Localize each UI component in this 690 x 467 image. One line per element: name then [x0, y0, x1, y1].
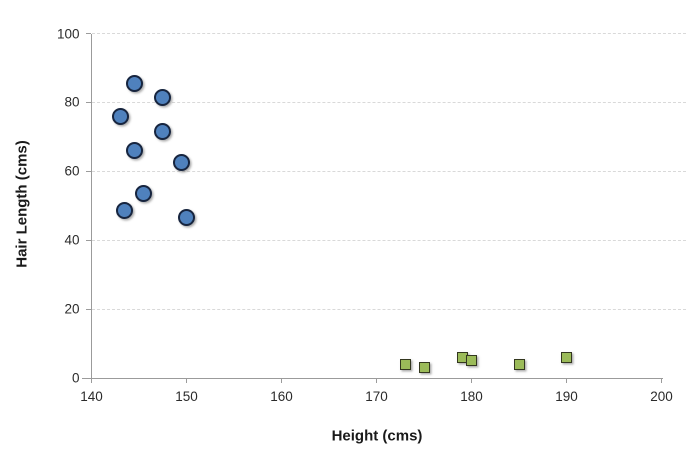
- gridline: [91, 308, 686, 310]
- y-tick-label: 20: [64, 301, 80, 317]
- y-tick-label: 80: [64, 94, 80, 110]
- gridline: [91, 170, 686, 172]
- x-tick-mark: [186, 378, 187, 383]
- data-point-circle: [135, 185, 153, 203]
- x-axis-line: [82, 377, 663, 379]
- x-tick-label: 200: [650, 389, 673, 404]
- y-tick-label: 100: [56, 26, 80, 41]
- data-point-square: [513, 358, 525, 370]
- y-tick-label: 40: [64, 232, 80, 248]
- y-tick-label: 0: [71, 370, 80, 386]
- y-tick-mark: [86, 101, 91, 103]
- x-tick-label: 160: [270, 389, 293, 404]
- data-point-circle: [111, 107, 129, 125]
- data-point-circle: [125, 142, 143, 160]
- data-point-circle: [154, 88, 172, 106]
- y-tick-mark: [86, 239, 91, 241]
- x-tick-mark: [566, 378, 567, 383]
- x-tick-label: 170: [365, 389, 388, 404]
- y-tick-mark: [86, 33, 91, 34]
- x-tick-mark: [91, 378, 92, 383]
- gridline: [91, 101, 686, 103]
- x-tick-mark: [281, 378, 282, 383]
- data-point-square: [399, 358, 411, 370]
- y-axis-title: Hair Length (cms): [13, 140, 31, 268]
- x-tick-label: 190: [555, 389, 578, 404]
- gridline: [91, 33, 686, 34]
- data-point-circle: [173, 154, 191, 172]
- data-point-circle: [154, 123, 172, 141]
- y-axis-line: [91, 33, 92, 378]
- x-tick-label: 150: [175, 389, 198, 404]
- data-point-square: [418, 362, 430, 374]
- x-tick-label: 140: [80, 389, 103, 404]
- data-point-circle: [178, 209, 195, 227]
- data-point-square: [466, 355, 477, 367]
- x-tick-mark: [376, 378, 377, 383]
- y-tick-mark: [86, 170, 91, 172]
- x-axis-title: Height (cms): [331, 427, 423, 445]
- data-point-square: [561, 351, 572, 363]
- x-tick-mark: [661, 378, 662, 383]
- data-point-circle: [125, 74, 143, 92]
- y-tick-mark: [86, 308, 91, 310]
- x-tick-mark: [471, 378, 472, 383]
- data-point-circle: [116, 202, 134, 220]
- x-tick-label: 180: [460, 389, 483, 404]
- y-tick-label: 60: [64, 163, 80, 179]
- gridline: [91, 239, 686, 241]
